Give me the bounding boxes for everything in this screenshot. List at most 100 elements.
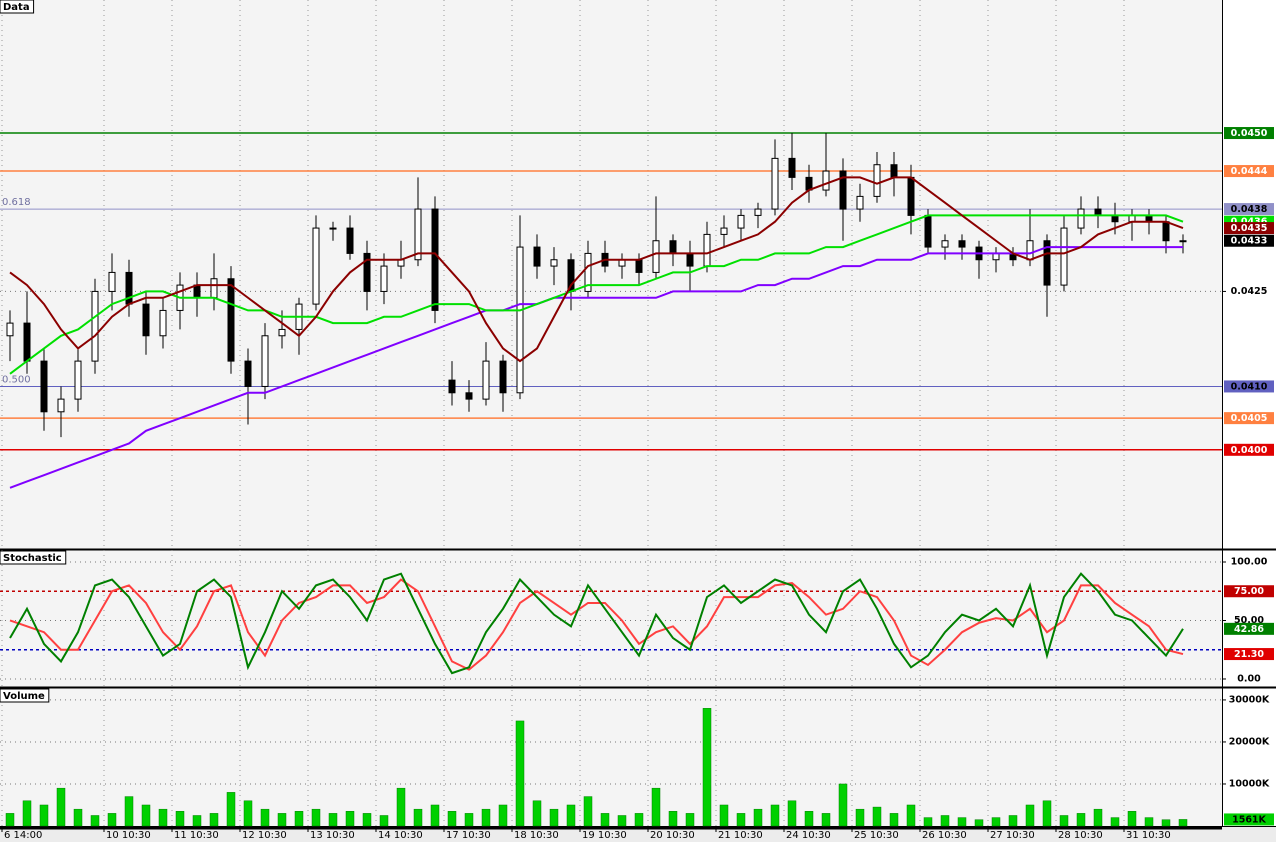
candle-body	[771, 157, 779, 210]
price-tag	[1224, 622, 1274, 635]
x-tick-label: 27 10:30	[990, 830, 1035, 841]
price-tag	[1224, 813, 1274, 826]
volume-bar	[90, 815, 100, 827]
panel-title: Volume	[3, 691, 45, 702]
x-tick-label: 11 10:30	[174, 830, 219, 841]
price-tag	[1224, 412, 1274, 425]
volume-bar	[753, 808, 763, 827]
x-tick-label: 31 10:30	[1126, 830, 1171, 841]
volume-bar	[668, 811, 678, 827]
panel-title-box	[0, 0, 35, 14]
price-tag	[1224, 203, 1274, 216]
volume-bar	[702, 708, 712, 827]
volume-bar	[1161, 819, 1171, 827]
candle-body	[465, 392, 473, 400]
candle-body	[1162, 221, 1170, 242]
volume-bar	[498, 804, 508, 827]
candle-body	[244, 360, 252, 387]
x-tick-label: 10 10:30	[106, 830, 151, 841]
candle-body	[57, 398, 65, 413]
candle-body	[873, 164, 881, 197]
volume-bar	[328, 813, 338, 827]
candle-body	[159, 309, 167, 337]
candle-body	[1179, 240, 1187, 243]
volume-bar	[634, 813, 644, 827]
price-tag-label: 21.30	[1234, 649, 1264, 660]
volume-bar	[56, 787, 66, 827]
x-tick-label: 21 10:30	[718, 830, 763, 841]
volume-bar	[804, 811, 814, 827]
volume-bar	[1076, 813, 1086, 827]
volume-bar	[583, 796, 593, 827]
stochastic-line	[9, 572, 1184, 675]
volume-bar	[821, 813, 831, 827]
volume-bar	[277, 813, 287, 827]
volume-bar	[1059, 815, 1069, 827]
volume-bar	[906, 804, 916, 827]
fib-label: 0.500	[2, 374, 31, 385]
volume-bar	[685, 813, 695, 827]
candle-body	[210, 278, 218, 299]
volume-bar	[141, 804, 151, 827]
volume-bar	[294, 811, 304, 827]
candle-body	[74, 360, 82, 400]
candle-body	[482, 360, 490, 400]
y-tick-label: 30000K	[1229, 694, 1270, 705]
volume-bar	[974, 819, 984, 827]
candle-body	[907, 176, 915, 216]
y-tick-label: 10000K	[1229, 778, 1270, 789]
x-tick-label: 19 10:30	[582, 830, 627, 841]
candle-body	[890, 164, 898, 178]
stochastic-line	[9, 578, 1184, 671]
panel-title-box	[0, 688, 50, 703]
candle-body	[91, 290, 99, 362]
panel-title: Data	[3, 2, 30, 13]
candle-body	[414, 208, 422, 261]
candle-body	[516, 246, 524, 394]
volume-bar	[1127, 811, 1137, 827]
candle-body	[958, 240, 966, 248]
volume-bar	[549, 808, 559, 827]
volume-bar	[855, 808, 865, 827]
volume-bar	[481, 808, 491, 827]
candle-body	[635, 259, 643, 273]
price-tag-label: 42.86	[1234, 624, 1264, 635]
candle-body	[788, 157, 796, 178]
candle-body	[805, 176, 813, 191]
price-tag	[1224, 648, 1274, 661]
volume-bar	[5, 813, 15, 827]
y-tick-label: 100.00	[1231, 556, 1268, 567]
volume-bar	[1178, 819, 1188, 827]
candle-body	[23, 322, 31, 362]
candle-body	[584, 252, 592, 292]
x-tick-label: 13 10:30	[310, 830, 355, 841]
volume-bar	[1042, 800, 1052, 827]
candle-body	[550, 259, 558, 267]
candle-body	[329, 227, 337, 230]
moving-average	[9, 176, 1184, 363]
y-tick-label: 0.0425	[1231, 286, 1268, 297]
candle-body	[448, 379, 456, 394]
volume-bar	[1144, 817, 1154, 827]
price-tag	[1224, 234, 1274, 247]
volume-bar	[73, 808, 83, 827]
price-tag	[1224, 380, 1274, 393]
candle-body	[142, 303, 150, 337]
volume-bar	[22, 800, 32, 827]
volume-bar	[940, 815, 950, 827]
volume-bar	[158, 808, 168, 827]
price-tag-label: 1561K	[1232, 814, 1266, 825]
volume-bar	[345, 811, 355, 827]
candle-body	[380, 265, 388, 292]
x-tick-label: 6 14:00	[4, 830, 42, 841]
x-tick-label: 24 10:30	[786, 830, 831, 841]
volume-bar	[787, 800, 797, 827]
volume-bar	[1025, 804, 1035, 827]
x-tick-label: 20 10:30	[650, 830, 695, 841]
volume-bar	[430, 804, 440, 827]
price-tag-label: 0.0438	[1231, 204, 1268, 215]
price-tag-label: 0.0433	[1231, 236, 1268, 247]
volume-bar	[413, 808, 423, 827]
